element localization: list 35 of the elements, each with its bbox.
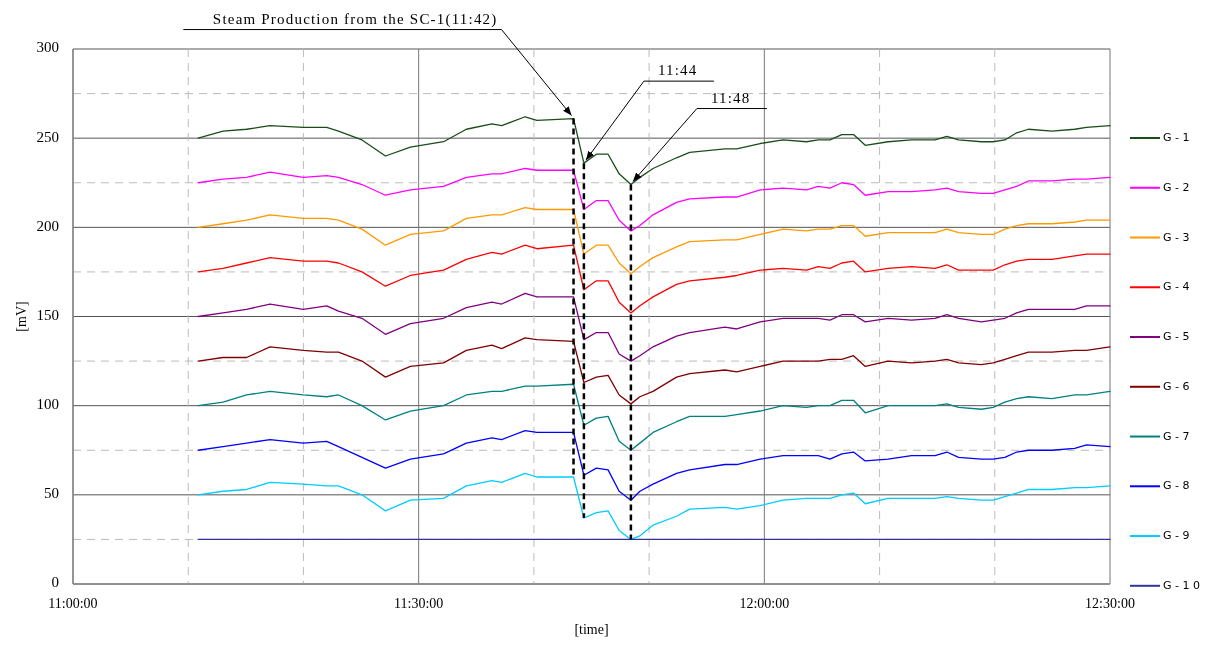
x-tick-label: 12:30:00 [1085, 596, 1135, 611]
line-series [197, 116, 1111, 186]
y-tick-label: 200 [36, 217, 59, 234]
legend-label: G - 5 [1163, 330, 1190, 344]
legend-label: G - 9 [1163, 529, 1190, 543]
line-series [197, 383, 1111, 451]
annotation: 11:44 [657, 62, 698, 79]
line-series [197, 207, 1111, 275]
legend-label: G - 1 0 [1163, 578, 1200, 592]
y-tick-label: 150 [36, 306, 59, 323]
line-series [197, 292, 1111, 362]
y-tick-label: 100 [36, 396, 59, 413]
legend-label: G - 1 [1163, 131, 1190, 144]
legend-label: G - 8 [1163, 479, 1190, 493]
x-tick-label: 11:30:00 [394, 596, 444, 611]
y-tick-label: 250 [36, 128, 59, 145]
legend-label: G - 3 [1163, 230, 1190, 244]
legend-label: G - 2 [1163, 180, 1190, 194]
y-tick-label: 300 [36, 39, 59, 56]
y-axis-title: [mV] [14, 301, 29, 332]
x-tick-label: 11:00:00 [48, 596, 98, 611]
annotation: Steam Production from the SC-1(11:42) [212, 10, 498, 28]
legend-label: G - 6 [1163, 379, 1190, 393]
legend-label: G - 7 [1163, 429, 1190, 443]
line-series [197, 244, 1111, 314]
line-series [197, 337, 1111, 405]
line-series [197, 167, 1111, 232]
x-tick-label: 12:00:00 [739, 596, 790, 611]
x-axis-title: [time] [574, 622, 609, 637]
line-series [197, 429, 1111, 501]
y-tick-label: 50 [44, 485, 59, 502]
line-series [197, 472, 1111, 541]
annotation: 11:48 [710, 89, 751, 106]
legend-label: G - 4 [1163, 280, 1190, 294]
y-tick-label: 0 [51, 574, 59, 591]
